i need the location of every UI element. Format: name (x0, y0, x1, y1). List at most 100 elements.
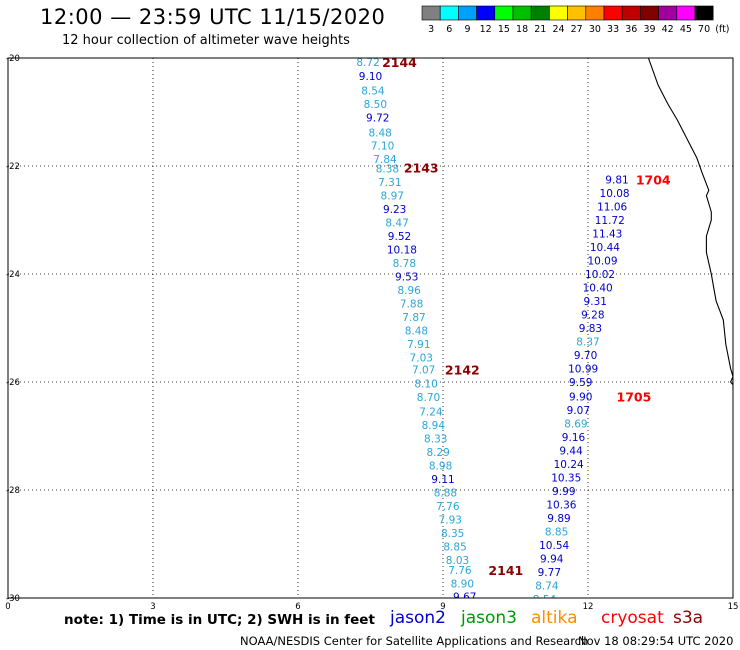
pass-id-label: 2143 (404, 161, 439, 176)
pass-id-label: 1704 (636, 173, 671, 188)
page-title: 12:00 — 23:59 UTC 11/15/2020 (40, 5, 386, 29)
x-tick-label: 3 (150, 602, 155, 610)
swh-value-label: 9.94 (540, 554, 564, 566)
credit-line: NOAA/NESDIS Center for Satellite Applica… (240, 634, 589, 648)
swh-value-label: 8.54 (533, 594, 557, 606)
pass-id-label: 2142 (445, 363, 480, 378)
colorbar-unit-label: (ft) (715, 24, 729, 35)
y-tick-label: -26 (6, 378, 20, 388)
y-tick-label: -24 (6, 270, 20, 280)
swh-value-label: 9.59 (569, 377, 592, 389)
colorbar-tick-label: 12 (480, 24, 492, 35)
generation-timestamp: Nov 18 08:29:54 UTC 2020 (578, 634, 734, 648)
swh-value-label: 7.03 (410, 353, 433, 365)
pass-id-label: 2144 (382, 55, 417, 70)
swh-value-label: 7.91 (407, 339, 430, 351)
swh-value-label: 10.44 (590, 242, 620, 254)
swh-value-label: 8.38 (376, 164, 399, 176)
swh-value-label: 10.99 (568, 364, 598, 376)
swh-value-label: 9.28 (581, 310, 604, 322)
swh-value-label: 8.97 (381, 191, 404, 203)
legend-sat-s3a: s3a (673, 608, 704, 628)
x-tick-label: 12 (583, 602, 594, 610)
swh-value-label: 8.37 (576, 337, 599, 349)
colorbar-tick-label: 42 (662, 24, 674, 35)
colorbar-tick-label: 39 (643, 24, 655, 35)
swh-value-label: 7.87 (402, 312, 425, 324)
colorbar-tick-label: 45 (680, 24, 692, 35)
swh-value-label: 9.31 (584, 296, 607, 308)
colorbar-tick-label: 3 (428, 24, 434, 35)
swh-value-label: 9.77 (538, 567, 561, 579)
swh-value-label: 9.70 (574, 350, 597, 362)
swh-value-label: 9.90 (569, 392, 592, 404)
coastline (647, 58, 733, 391)
pass-id-label: 2141 (488, 563, 523, 578)
swh-value-label: 8.72 (356, 57, 379, 69)
swh-value-label: 8.29 (426, 447, 449, 459)
swh-value-label: 10.09 (587, 256, 617, 268)
colorbar-tick-label: 21 (534, 24, 546, 35)
swh-value-label: 9.23 (383, 204, 406, 216)
y-tick-label: -28 (6, 486, 20, 496)
x-tick-label: 9 (440, 602, 445, 610)
x-tick-label: 15 (728, 602, 739, 610)
swh-value-label: 7.31 (378, 177, 401, 189)
colorbar-tick-label: 15 (498, 24, 510, 35)
swh-value-label: 7.07 (412, 365, 435, 377)
swh-value-label: 8.50 (364, 99, 387, 111)
colorbar-tick-label: 33 (607, 24, 619, 35)
swh-value-label: 10.36 (546, 500, 576, 512)
colorbar-tick-label: 18 (516, 24, 528, 35)
swh-value-label: 11.43 (592, 229, 622, 241)
swh-value-label: 9.07 (567, 405, 590, 417)
swh-value-label: 10.02 (585, 269, 615, 281)
swh-value-label: 8.33 (424, 434, 447, 446)
track-label-group: 8.729.108.548.509.728.487.107.8421448.38… (356, 55, 671, 606)
swh-value-label: 8.03 (446, 555, 469, 567)
swh-value-label: 11.06 (597, 202, 627, 214)
swh-value-label: 9.44 (559, 446, 583, 458)
swh-value-label: 8.47 (385, 218, 408, 230)
x-tick-label: 0 (5, 602, 10, 610)
colorbar-tick-label: 24 (552, 24, 564, 35)
swh-value-label: 9.99 (552, 486, 575, 498)
swh-value-label: 9.83 (579, 323, 602, 335)
legend-sat-jason3: jason3 (461, 608, 517, 628)
legend-sat-altika: altika (531, 608, 578, 628)
colorbar-tick-label: 36 (625, 24, 637, 35)
y-tick-label: -30 (6, 594, 20, 604)
wave-height-map: 0 3 6 9 12 15 -20 -22 -24 -26 -28 -30 8.72 9.10 8.54 8.… (5, 54, 739, 610)
y-tick-label: -22 (6, 162, 20, 172)
x-tick-label: 6 (295, 602, 300, 610)
swh-value-label: 8.69 (564, 419, 587, 431)
swh-value-label: 10.40 (583, 283, 613, 295)
colorbar-tick-label: 9 (464, 24, 470, 35)
swh-value-label: 8.90 (451, 578, 474, 590)
swh-value-label: 7.76 (448, 565, 472, 577)
swh-value-label: 9.10 (359, 71, 382, 83)
swh-value-label: 9.11 (431, 474, 454, 486)
swh-value-label: 8.35 (441, 528, 464, 540)
swh-value-label: 8.78 (393, 258, 416, 270)
swh-value-label: 7.76 (436, 501, 460, 513)
swh-value-label: 7.24 (419, 407, 443, 419)
swh-value-label: 7.10 (371, 140, 394, 152)
swh-value-label: 8.48 (368, 128, 391, 140)
swh-value-label: 8.98 (429, 461, 452, 473)
swh-value-label: 9.89 (547, 513, 570, 525)
y-tick-label: -20 (6, 54, 20, 64)
colorbar-tick-label: 70 (698, 24, 710, 35)
swh-value-label: 8.10 (414, 379, 437, 391)
swh-value-label: 9.72 (366, 112, 389, 124)
colorbar-legend: 3 6 9 12 15 18 21 24 27 30 33 36 39 42 45 70 (ft) (421, 5, 730, 35)
legend-sat-cryosat: cryosat (601, 608, 664, 628)
swh-value-label: 8.70 (417, 392, 440, 404)
swh-value-label: 8.96 (397, 285, 421, 297)
pass-id-label: 1705 (617, 390, 652, 405)
swh-value-label: 10.35 (551, 473, 581, 485)
swh-value-label: 8.48 (405, 326, 428, 338)
swh-value-label: 9.16 (562, 432, 586, 444)
swh-value-label: 11.72 (595, 215, 625, 227)
colorbar-tick-label: 6 (446, 24, 452, 35)
